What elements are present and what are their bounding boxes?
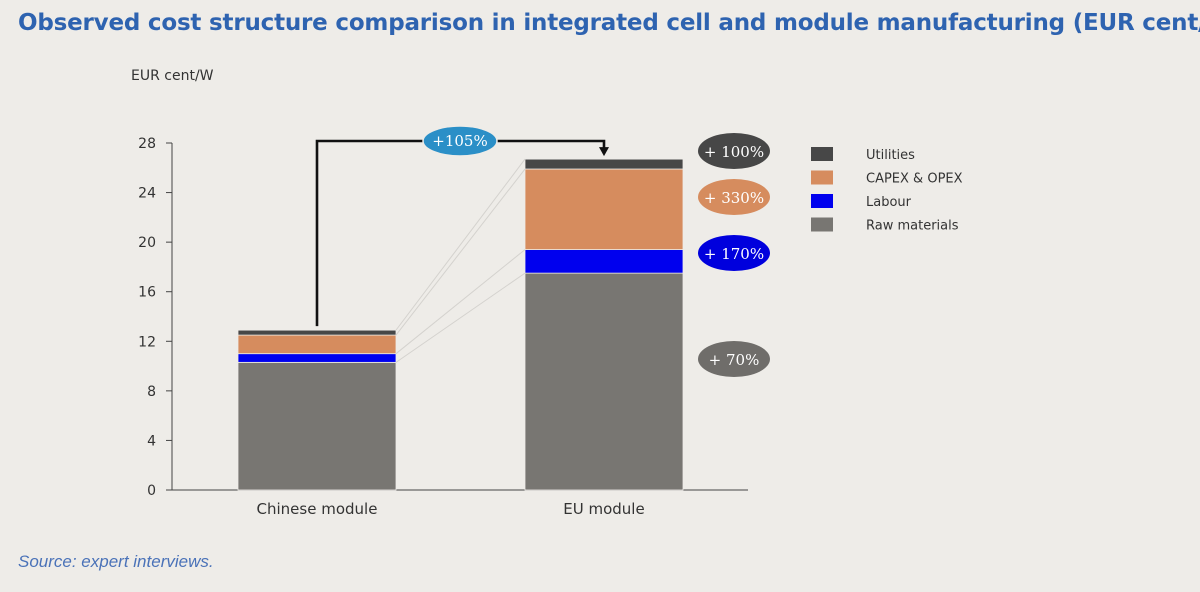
change-badge-label: + 70% [709,351,760,369]
legend-swatch-capex-opex [811,170,833,185]
y-tick-label: 16 [138,285,156,301]
legend-swatch-utilities [811,147,833,161]
bar-segment-chinese-module-raw-materials [237,361,397,491]
y-tick-label: 28 [138,136,156,152]
chart-title: Observed cost structure comparison in in… [18,10,1200,36]
bar-segment-chinese-module-utilities [237,329,397,336]
bar-segment-eu-module-utilities [524,158,684,170]
bar-segment-eu-module-raw-materials [524,272,684,491]
total-change-label: +105% [432,132,487,150]
change-badge-labour [698,235,770,271]
source-note: Source: expert interviews. [18,552,214,571]
x-category-label: EU module [563,500,644,518]
y-tick-label: 20 [138,235,156,251]
legend-swatch-raw-materials [811,217,833,232]
total-change-badge [422,125,498,157]
change-badge-capex-opex [698,179,770,215]
y-tick-label: 0 [147,483,156,499]
legend-label-labour: Labour [866,195,912,210]
bar-segment-chinese-module-capex-opex [237,334,397,355]
arrow-head [599,147,609,157]
legend-label-raw-materials: Raw materials [866,219,959,234]
x-category-label: Chinese module [257,500,378,518]
change-badge-raw-materials [698,341,770,377]
connector-line [395,158,526,331]
change-badge-label: + 170% [704,245,764,263]
legend-swatch-labour [811,194,833,208]
y-tick-label: 24 [138,186,156,202]
bar-segment-chinese-module-labour [237,353,397,363]
y-tick-label: 4 [147,433,156,449]
connector-line [395,168,526,336]
legend-label-utilities: Utilities [866,148,915,163]
connector-line [395,249,526,355]
change-badge-label: + 100% [704,143,764,161]
bar-segment-eu-module-labour [524,249,684,274]
bar-segment-eu-module-capex-opex [524,168,684,250]
legend-label-capex-opex: CAPEX & OPEX [866,172,963,187]
y-axis-title: EUR cent/W [131,68,214,84]
change-badge-label: + 330% [704,189,764,207]
y-tick-label: 8 [147,384,156,400]
connector-line [395,272,526,363]
y-tick-label: 12 [138,334,156,350]
change-badge-utilities [698,133,770,169]
